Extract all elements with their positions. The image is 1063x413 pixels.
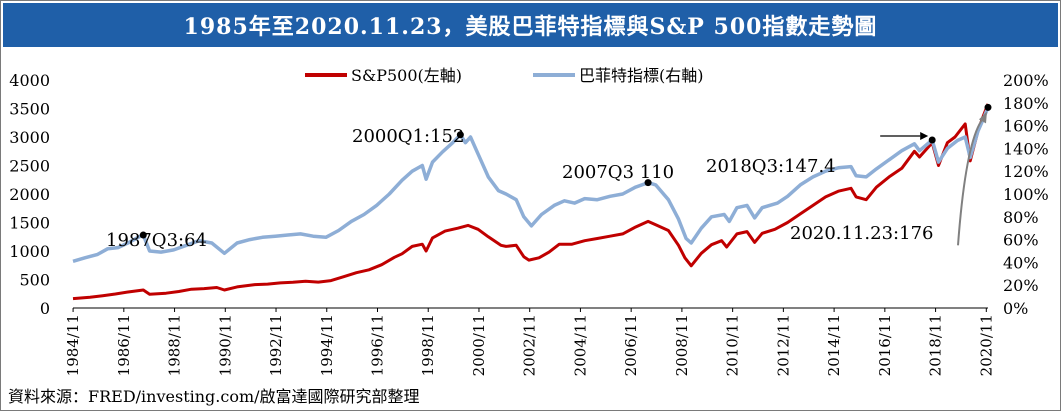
x-axis-tick-label: 2010/11 (724, 314, 742, 376)
annotation-curved-arrow (957, 116, 985, 246)
annotation-arrowhead (920, 131, 929, 140)
left-axis-tick-label: 2000 (9, 185, 50, 204)
right-axis-tick-label: 40% (1003, 253, 1039, 272)
right-axis-tick-label: 60% (1003, 231, 1039, 250)
left-axis-tick-label: 1500 (9, 214, 50, 233)
annotation-label: 2020.11.23:176 (790, 223, 933, 244)
line-chart: 0 500 1000 1500 2000 2500 3000 3500 4000 0% 20% 40%… (9, 66, 1049, 376)
right-axis-tick-label: 80% (1003, 208, 1039, 227)
right-axis-tick-label: 180% (1003, 94, 1049, 113)
x-axis-tick-label: 2004/11 (571, 314, 589, 376)
x-axis-tick-label: 2016/11 (876, 314, 894, 376)
right-axis-tick-label: 160% (1003, 117, 1049, 136)
right-axis-tick-label: 100% (1003, 185, 1049, 204)
annotation-marker (984, 103, 992, 111)
left-axis-tick-label: 0 (40, 299, 50, 318)
x-axis-tick-label: 1988/11 (166, 314, 184, 376)
x-axis-tick-label: 2014/11 (825, 314, 843, 376)
annotation-marker (928, 136, 936, 144)
x-axis-tick-label: 2012/11 (774, 314, 792, 376)
x-axis-tick-label: 1984/11 (64, 314, 82, 376)
annotation-label: 2007Q3 110 (562, 162, 674, 183)
source-note: 資料來源：FRED/investing.com/啟富達國際研究部整理 (8, 387, 420, 406)
x-axis-tick-label: 2018/11 (927, 314, 945, 376)
sp500-line (72, 103, 990, 301)
x-axis-tick-label: 1992/11 (267, 314, 285, 376)
x-axis-tick-label: 2000/11 (470, 314, 488, 376)
left-axis-tick-label: 3000 (9, 128, 50, 147)
left-axis-tick-label: 500 (19, 271, 50, 290)
left-axis-tick-label: 4000 (9, 71, 50, 90)
buffett-indicator-line (72, 106, 990, 263)
annotation-label: 2018Q3:147.4 (706, 156, 836, 177)
annotation-marker (456, 131, 464, 139)
annotation-marker (139, 231, 147, 239)
x-axis-tick-label: 2020/11 (977, 314, 995, 376)
x-axis-tick-label: 2006/11 (622, 314, 640, 376)
x-axis-tick-label: 1998/11 (419, 314, 437, 376)
x-axis-tick-label: 1986/11 (115, 314, 133, 376)
annotation-label: 2000Q1:152 (352, 126, 464, 147)
title-bar: 1985年至2020.11.23，美股巴菲特指標與S&P 500指數走勢圖 (3, 3, 1058, 47)
right-axis-tick-label: 0% (1003, 299, 1028, 318)
x-axis-tick-label: 1994/11 (318, 314, 336, 376)
right-axis-tick-label: 120% (1003, 162, 1049, 181)
right-axis-tick-label: 20% (1003, 276, 1039, 295)
left-axis-tick-label: 2500 (9, 157, 50, 176)
annotation-label: 1987Q3:64 (106, 230, 207, 251)
annotation-marker (644, 179, 652, 187)
left-axis-tick-label: 1000 (9, 242, 50, 261)
right-axis-tick-label: 140% (1003, 139, 1049, 158)
x-axis-tick-label: 2008/11 (673, 314, 691, 376)
chart-title: 1985年至2020.11.23，美股巴菲特指標與S&P 500指數走勢圖 (183, 14, 878, 40)
left-axis-tick-label: 3500 (9, 100, 50, 119)
x-axis-tick-label: 1996/11 (368, 314, 386, 376)
legend-label: S&P500(左軸) (351, 66, 462, 85)
x-axis-tick-label: 1990/11 (216, 314, 234, 376)
right-axis-tick-label: 200% (1003, 71, 1049, 90)
annotation-curved-arrowhead (979, 111, 987, 124)
legend-label: 巴菲特指標(右軸) (579, 66, 704, 85)
x-axis-tick-label: 2002/11 (521, 314, 539, 376)
